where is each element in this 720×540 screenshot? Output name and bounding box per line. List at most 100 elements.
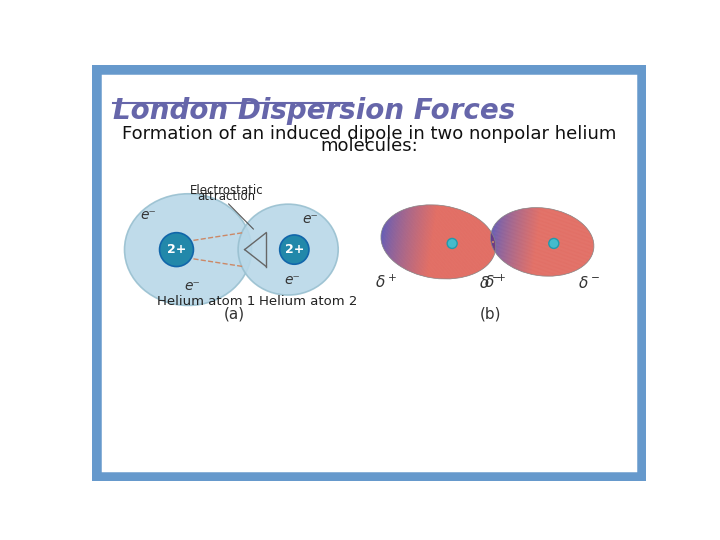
Polygon shape xyxy=(511,210,520,267)
Polygon shape xyxy=(580,227,587,268)
Polygon shape xyxy=(543,209,552,276)
Polygon shape xyxy=(491,238,495,261)
Polygon shape xyxy=(415,205,425,274)
Polygon shape xyxy=(531,208,541,274)
Polygon shape xyxy=(526,207,535,273)
Polygon shape xyxy=(576,224,583,271)
Polygon shape xyxy=(504,212,511,262)
Polygon shape xyxy=(384,218,390,251)
Polygon shape xyxy=(461,214,470,278)
Polygon shape xyxy=(402,207,412,268)
Polygon shape xyxy=(497,217,503,255)
Polygon shape xyxy=(529,207,539,274)
Polygon shape xyxy=(400,208,408,266)
Polygon shape xyxy=(548,211,558,276)
Polygon shape xyxy=(588,235,592,262)
Polygon shape xyxy=(582,228,588,267)
Polygon shape xyxy=(562,215,571,275)
Polygon shape xyxy=(572,221,580,272)
Polygon shape xyxy=(575,223,582,271)
Polygon shape xyxy=(462,214,472,277)
Polygon shape xyxy=(482,227,488,269)
Polygon shape xyxy=(575,222,582,271)
Polygon shape xyxy=(477,224,485,272)
Polygon shape xyxy=(529,207,539,274)
Polygon shape xyxy=(566,218,575,274)
Polygon shape xyxy=(505,212,513,263)
Circle shape xyxy=(447,239,457,248)
Polygon shape xyxy=(397,209,405,265)
Text: 2+: 2+ xyxy=(167,243,186,256)
Polygon shape xyxy=(451,210,461,279)
Polygon shape xyxy=(490,237,494,262)
Polygon shape xyxy=(491,226,494,244)
Polygon shape xyxy=(500,214,506,258)
Polygon shape xyxy=(572,221,580,272)
Polygon shape xyxy=(498,217,503,256)
Polygon shape xyxy=(582,229,588,267)
Polygon shape xyxy=(471,219,480,275)
Polygon shape xyxy=(524,207,534,272)
Polygon shape xyxy=(420,205,430,275)
Text: $\delta^-$: $\delta^-$ xyxy=(480,275,502,292)
Polygon shape xyxy=(438,206,449,279)
Polygon shape xyxy=(429,205,440,278)
Polygon shape xyxy=(492,225,495,246)
Text: e⁻: e⁻ xyxy=(184,279,200,293)
Polygon shape xyxy=(522,208,531,272)
Polygon shape xyxy=(526,207,536,273)
Polygon shape xyxy=(495,218,501,253)
Polygon shape xyxy=(492,239,495,260)
Polygon shape xyxy=(546,210,556,276)
Polygon shape xyxy=(487,233,492,265)
Polygon shape xyxy=(559,214,569,275)
Polygon shape xyxy=(570,220,578,273)
Polygon shape xyxy=(563,216,572,275)
Polygon shape xyxy=(555,213,564,276)
Polygon shape xyxy=(586,233,590,264)
Ellipse shape xyxy=(125,194,251,306)
Polygon shape xyxy=(555,213,564,276)
Polygon shape xyxy=(415,205,426,274)
Polygon shape xyxy=(585,232,590,264)
Polygon shape xyxy=(542,209,552,276)
Text: e⁻: e⁻ xyxy=(302,212,318,226)
Polygon shape xyxy=(426,205,436,277)
Polygon shape xyxy=(560,215,569,275)
Polygon shape xyxy=(577,224,583,270)
FancyBboxPatch shape xyxy=(95,68,643,477)
Polygon shape xyxy=(551,211,561,276)
Polygon shape xyxy=(528,207,538,274)
Polygon shape xyxy=(400,208,409,267)
Polygon shape xyxy=(536,208,546,275)
Polygon shape xyxy=(433,206,444,278)
Polygon shape xyxy=(533,208,543,275)
Polygon shape xyxy=(535,208,545,275)
Polygon shape xyxy=(383,220,387,249)
Polygon shape xyxy=(561,215,570,275)
Polygon shape xyxy=(552,212,561,276)
Polygon shape xyxy=(570,219,577,273)
Polygon shape xyxy=(531,208,540,274)
Polygon shape xyxy=(570,220,578,273)
Polygon shape xyxy=(589,237,593,260)
Polygon shape xyxy=(493,221,498,249)
Polygon shape xyxy=(459,213,469,278)
Polygon shape xyxy=(565,217,574,274)
Polygon shape xyxy=(519,208,528,271)
Polygon shape xyxy=(522,208,532,272)
Polygon shape xyxy=(551,211,560,276)
Polygon shape xyxy=(454,211,464,279)
Polygon shape xyxy=(546,210,556,276)
Polygon shape xyxy=(453,211,463,279)
Polygon shape xyxy=(539,208,549,276)
Polygon shape xyxy=(411,205,421,272)
Polygon shape xyxy=(391,212,398,259)
Polygon shape xyxy=(578,226,585,269)
Polygon shape xyxy=(464,215,473,277)
Polygon shape xyxy=(408,206,418,271)
Polygon shape xyxy=(382,223,386,246)
Polygon shape xyxy=(510,210,519,267)
Polygon shape xyxy=(439,207,450,279)
Polygon shape xyxy=(508,210,517,265)
